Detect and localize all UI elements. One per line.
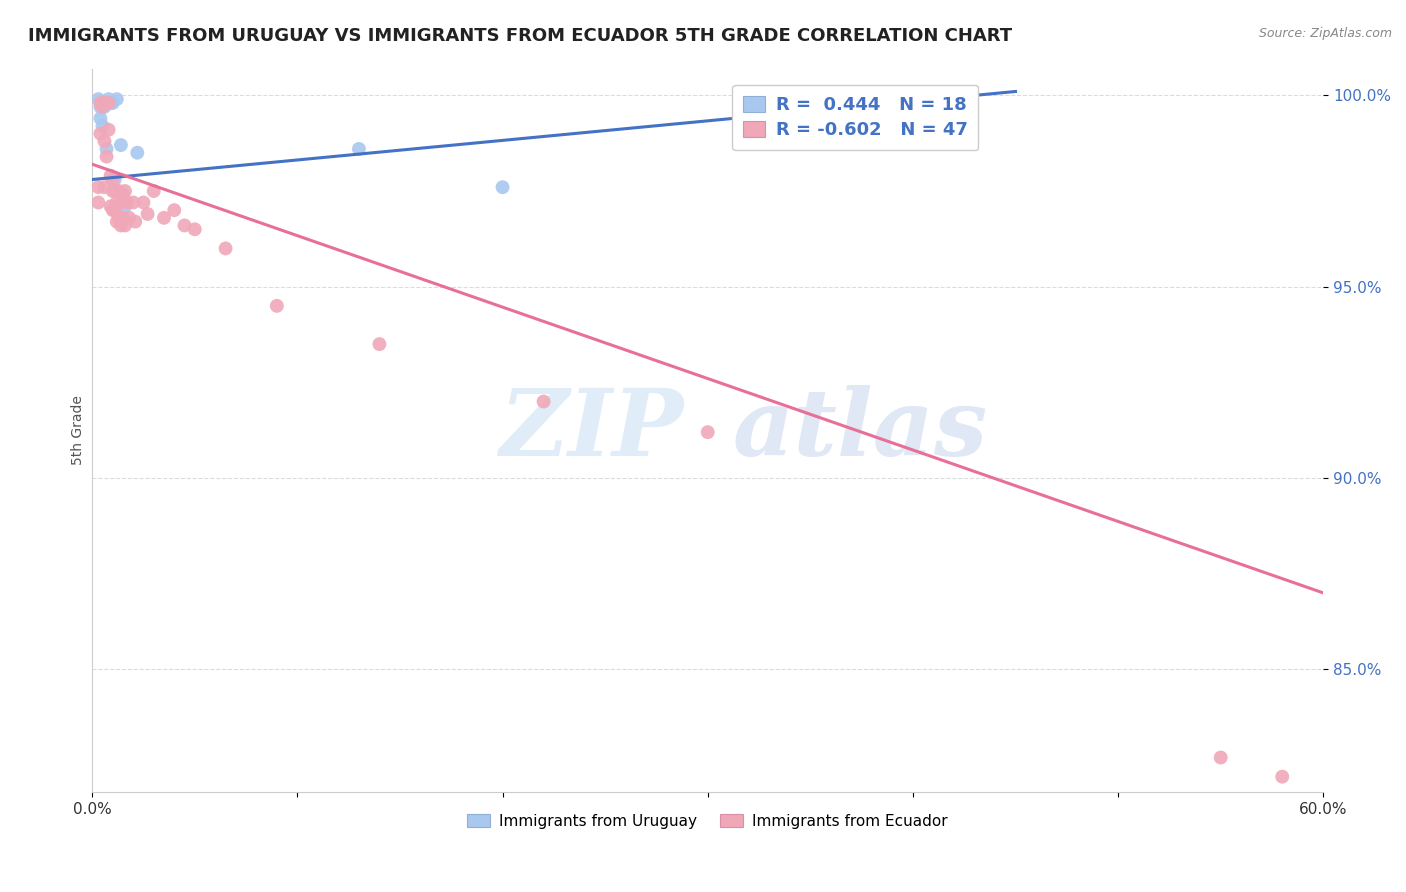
- Point: [105, 195, 128, 210]
- Point: [100, 169, 122, 183]
- Point: [110, 219, 132, 233]
- Point: [127, 145, 149, 160]
- Point: [87, 92, 110, 106]
- Point: [101, 95, 124, 110]
- Point: [173, 219, 195, 233]
- Point: [104, 203, 127, 218]
- Point: [100, 199, 122, 213]
- Point: [87, 195, 110, 210]
- Point: [91, 95, 114, 110]
- Text: atlas: atlas: [733, 385, 987, 475]
- Point: [91, 95, 114, 110]
- Point: [101, 172, 124, 186]
- Point: [97, 95, 120, 110]
- Point: [491, 180, 513, 194]
- Point: [111, 187, 134, 202]
- Point: [696, 425, 718, 439]
- Point: [124, 214, 146, 228]
- Point: [114, 184, 136, 198]
- Point: [110, 195, 132, 210]
- Point: [1271, 770, 1294, 784]
- Point: [110, 138, 132, 153]
- Point: [105, 214, 128, 228]
- Point: [100, 95, 122, 110]
- Point: [101, 203, 124, 218]
- Point: [118, 211, 141, 225]
- Point: [87, 180, 110, 194]
- Point: [105, 92, 128, 106]
- Point: [93, 134, 115, 148]
- Point: [93, 180, 115, 194]
- Point: [89, 112, 111, 126]
- Point: [104, 184, 127, 198]
- Point: [89, 100, 111, 114]
- Point: [114, 219, 136, 233]
- Point: [1209, 750, 1232, 764]
- Point: [108, 211, 131, 225]
- Text: Source: ZipAtlas.com: Source: ZipAtlas.com: [1258, 27, 1392, 40]
- Point: [184, 222, 207, 236]
- Point: [97, 122, 120, 136]
- Point: [91, 100, 114, 114]
- Point: [97, 95, 120, 110]
- Y-axis label: 5th Grade: 5th Grade: [72, 395, 86, 465]
- Point: [101, 184, 124, 198]
- Point: [142, 184, 165, 198]
- Point: [122, 195, 145, 210]
- Point: [163, 203, 186, 218]
- Point: [89, 95, 111, 110]
- Text: IMMIGRANTS FROM URUGUAY VS IMMIGRANTS FROM ECUADOR 5TH GRADE CORRELATION CHART: IMMIGRANTS FROM URUGUAY VS IMMIGRANTS FR…: [28, 27, 1012, 45]
- Point: [347, 142, 370, 156]
- Point: [136, 207, 159, 221]
- Point: [96, 150, 118, 164]
- Point: [108, 184, 131, 198]
- Point: [111, 211, 134, 225]
- Point: [89, 127, 111, 141]
- Point: [96, 95, 118, 110]
- Point: [96, 142, 118, 156]
- Legend: Immigrants from Uruguay, Immigrants from Ecuador: Immigrants from Uruguay, Immigrants from…: [461, 807, 955, 835]
- Point: [266, 299, 288, 313]
- Point: [368, 337, 391, 351]
- Point: [132, 195, 155, 210]
- Point: [91, 119, 114, 133]
- Point: [114, 199, 136, 213]
- Point: [97, 92, 120, 106]
- Text: ZIP: ZIP: [499, 385, 683, 475]
- Point: [104, 172, 127, 186]
- Point: [93, 100, 115, 114]
- Point: [115, 195, 138, 210]
- Point: [153, 211, 176, 225]
- Point: [214, 242, 236, 256]
- Point: [533, 394, 555, 409]
